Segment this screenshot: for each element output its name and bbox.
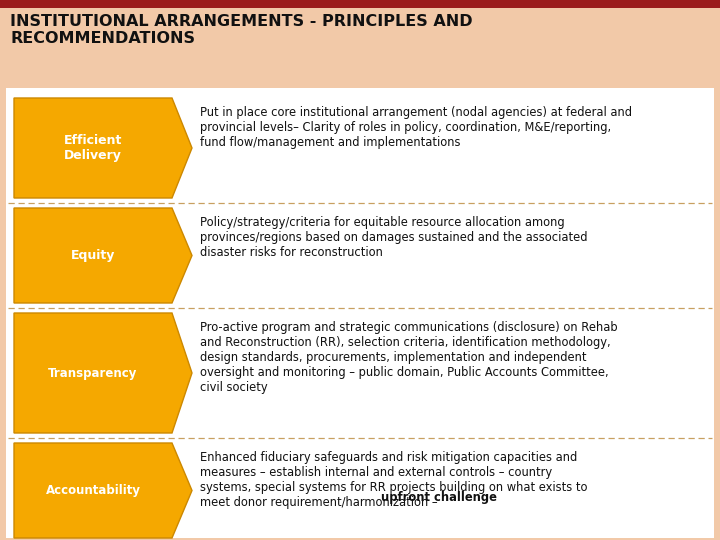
Text: INSTITUTIONAL ARRANGEMENTS - PRINCIPLES AND
RECOMMENDATIONS: INSTITUTIONAL ARRANGEMENTS - PRINCIPLES …	[10, 14, 472, 46]
Text: Accountability: Accountability	[45, 484, 140, 497]
Polygon shape	[14, 98, 192, 198]
Text: Policy/strategy/criteria for equitable resource allocation among
provinces/regio: Policy/strategy/criteria for equitable r…	[200, 216, 588, 259]
Text: Pro-active program and strategic communications (disclosure) on Rehab
and Recons: Pro-active program and strategic communi…	[200, 321, 618, 394]
Text: Transparency: Transparency	[48, 367, 138, 380]
Text: Efficient
Delivery: Efficient Delivery	[64, 134, 122, 162]
Text: upfront challenge: upfront challenge	[382, 491, 498, 504]
Text: Equity: Equity	[71, 249, 115, 262]
FancyBboxPatch shape	[0, 0, 720, 8]
Polygon shape	[14, 208, 192, 303]
Text: Put in place core institutional arrangement (nodal agencies) at federal and
prov: Put in place core institutional arrangem…	[200, 106, 632, 149]
Text: Enhanced fiduciary safeguards and risk mitigation capacities and
measures – esta: Enhanced fiduciary safeguards and risk m…	[200, 451, 588, 509]
Polygon shape	[14, 313, 192, 433]
FancyBboxPatch shape	[6, 88, 714, 538]
Polygon shape	[14, 443, 192, 538]
